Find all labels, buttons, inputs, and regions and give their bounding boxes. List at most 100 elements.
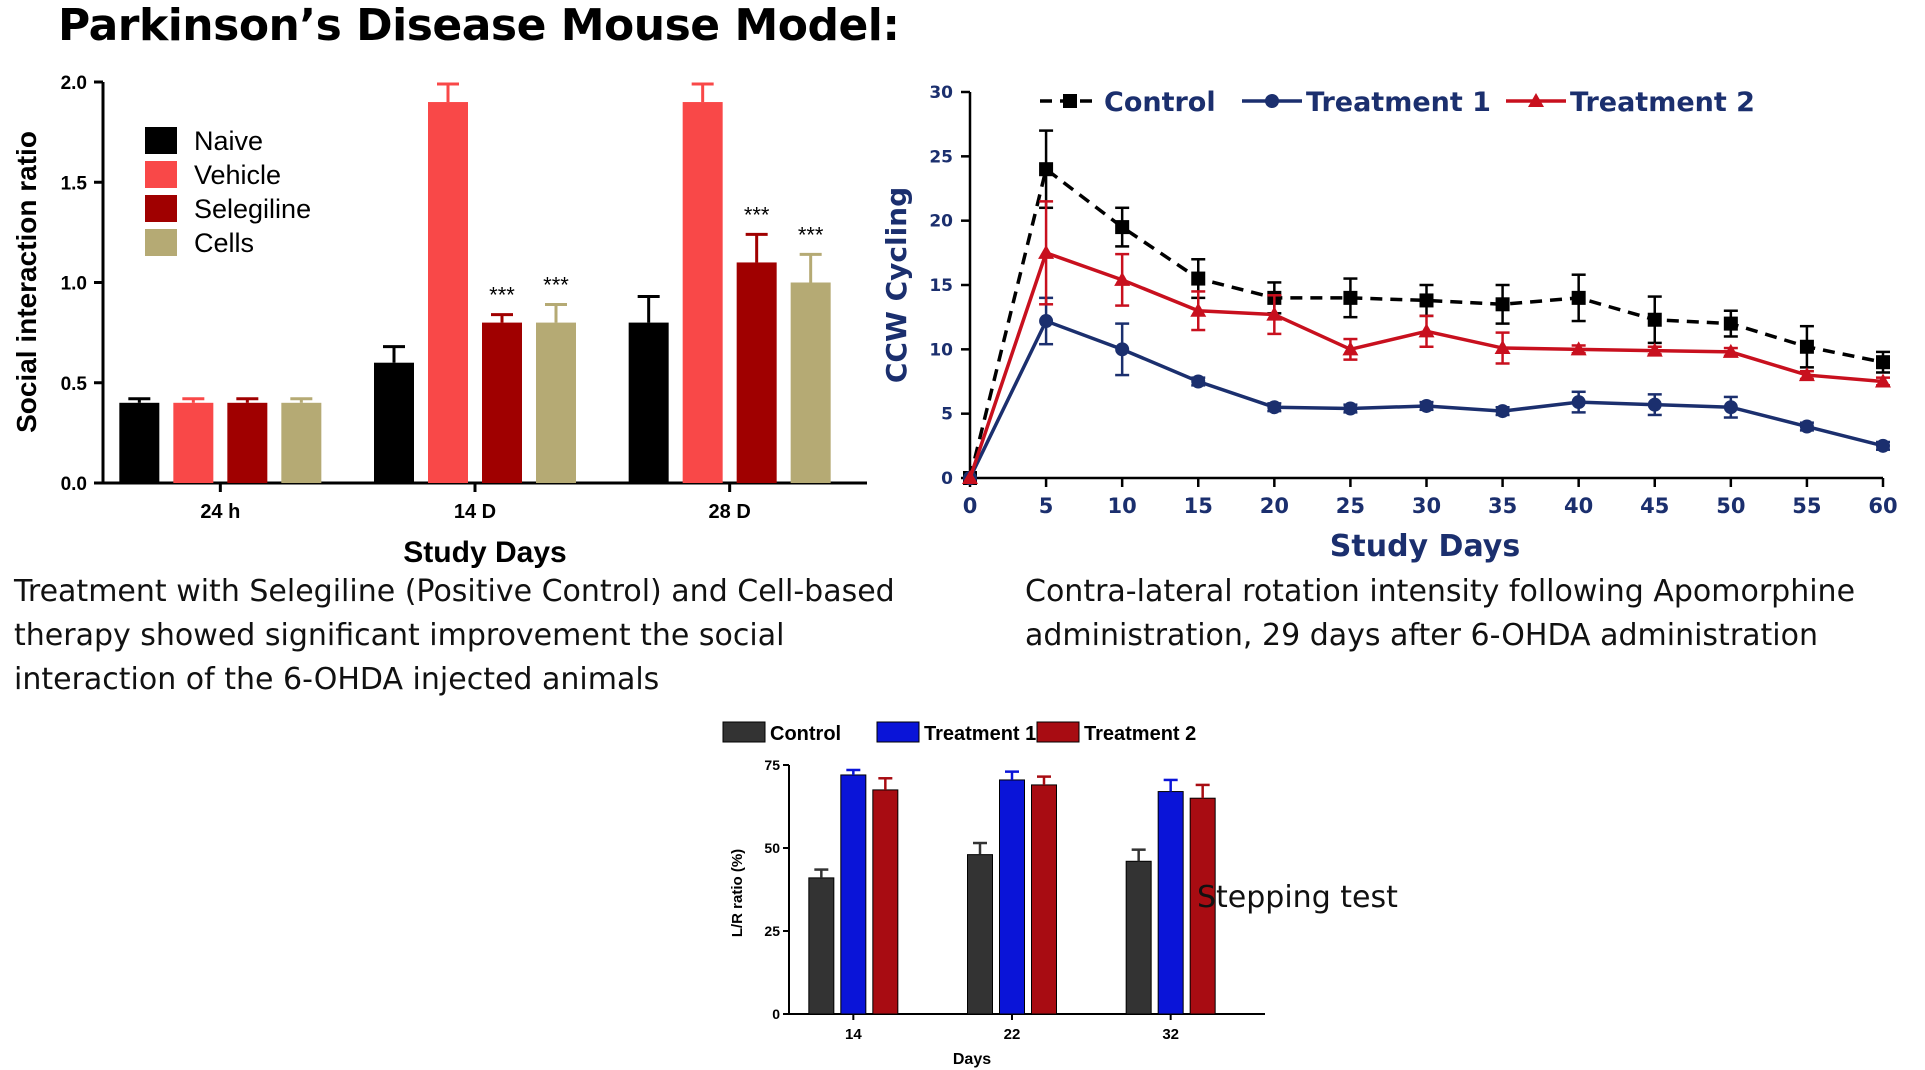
bar-control-22 — [967, 854, 993, 1015]
social-interaction-chart: 0.0 0.5 1.0 1.5 2.0 24 h 14 D *** *** 28 D *** *** N… — [11, 73, 867, 569]
legend-label-control: Control — [1104, 87, 1216, 118]
legend-marker-treatment-1 — [1265, 94, 1279, 108]
bar-treatment-2-32 — [1189, 797, 1216, 1015]
point-treatment-1-25 — [1343, 401, 1358, 416]
point-treatment-2-10 — [1114, 271, 1131, 286]
legend-label-treatment-2: Treatment 2 — [1570, 87, 1755, 118]
legend-label-naive: Naive — [194, 126, 263, 156]
legend-swatch-vehicle — [145, 161, 177, 188]
bar-treatment-1-14 — [840, 774, 867, 1015]
y-tick-label: 1.5 — [61, 173, 88, 194]
page-title: Parkinson’s Disease Mouse Model: — [58, 0, 900, 51]
point-control-10 — [1115, 220, 1130, 235]
y-axis-title: L/R ratio (%) — [729, 849, 746, 937]
y-tick-label: 5 — [941, 405, 953, 425]
point-control-40 — [1571, 290, 1586, 305]
legend-label-treatment-2: Treatment 2 — [1084, 723, 1196, 745]
point-treatment-1-60 — [1876, 438, 1890, 453]
point-treatment-1-40 — [1571, 395, 1586, 410]
bar-control-14 — [808, 877, 835, 1015]
x-tick-label: 20 — [1260, 494, 1289, 518]
point-treatment-2-30 — [1418, 323, 1435, 338]
bar-vehicle-24-h — [173, 402, 214, 483]
bar-selegiline-24-h — [227, 402, 268, 483]
legend-label-treatment-1: Treatment 1 — [924, 723, 1036, 745]
significance-label: *** — [798, 222, 824, 247]
point-control-50 — [1723, 316, 1738, 331]
point-treatment-1-15 — [1191, 374, 1206, 389]
x-tick-label: 28 D — [709, 501, 751, 523]
legend-swatch-treatment-1 — [876, 721, 920, 743]
legend-swatch-control — [722, 721, 766, 743]
bar-cells-24-h — [281, 402, 322, 483]
point-treatment-2-25 — [1342, 341, 1359, 356]
point-treatment-2-40 — [1570, 341, 1587, 356]
significance-label: *** — [744, 202, 770, 227]
point-treatment-2-15 — [1190, 302, 1207, 317]
y-tick-label: 25 — [764, 923, 780, 939]
x-tick-label: 25 — [1336, 494, 1365, 518]
x-tick-label: 32 — [1162, 1026, 1179, 1043]
y-tick-label: 0 — [772, 1006, 780, 1022]
bar-selegiline-28-d — [736, 262, 777, 483]
legend-swatch-naive — [145, 127, 177, 154]
y-tick-label: 10 — [929, 340, 953, 360]
bar-selegiline-14-d — [482, 322, 522, 483]
point-treatment-1-45 — [1647, 397, 1662, 412]
point-treatment-2-0 — [962, 470, 978, 484]
significance-label: *** — [489, 283, 515, 308]
x-tick-label: 50 — [1716, 494, 1745, 518]
x-tick-label: 5 — [1039, 494, 1054, 518]
y-tick-label: 75 — [764, 757, 780, 773]
point-control-35 — [1495, 297, 1510, 312]
legend-marker-control — [1063, 94, 1077, 108]
rotation-caption: Contra-lateral rotation intensity follow… — [1025, 574, 1856, 653]
x-tick-label: 24 h — [200, 501, 240, 523]
bar-treatment-2-22 — [1031, 784, 1057, 1015]
legend-swatch-treatment-2 — [1036, 721, 1080, 743]
point-treatment-1-55 — [1799, 419, 1814, 434]
y-tick-label: 0.5 — [61, 374, 88, 395]
x-tick-label: 45 — [1640, 494, 1669, 518]
stepping-test-caption: Stepping test — [1197, 880, 1398, 915]
bar-treatment-2-14 — [872, 789, 899, 1015]
legend-swatch-selegiline — [145, 195, 177, 222]
point-treatment-2-55 — [1798, 367, 1815, 382]
y-tick-label: 1.0 — [61, 274, 87, 295]
bar-control-32 — [1125, 860, 1152, 1015]
bar-naive-24-h — [119, 402, 160, 483]
point-control-55 — [1799, 339, 1814, 354]
ccw-cycling-chart: 0 5 10 15 20 25 30 0 5 10 15 20 25 30 35 40 45 50 55 60 Cont… — [880, 83, 1898, 564]
bar-vehicle-14-d — [428, 102, 468, 484]
bar-naive-28-d — [628, 322, 669, 483]
point-treatment-1-30 — [1419, 398, 1434, 413]
y-tick-label: 0.0 — [61, 474, 87, 495]
point-control-25 — [1343, 290, 1358, 305]
point-control-5 — [1039, 162, 1054, 177]
bar-vehicle-28-d — [682, 102, 723, 484]
y-tick-label: 2.0 — [61, 73, 87, 94]
y-tick-label: 20 — [929, 212, 953, 232]
y-tick-label: 50 — [764, 840, 780, 856]
significance-label: *** — [543, 273, 569, 298]
point-treatment-2-5 — [1038, 244, 1055, 259]
x-tick-label: 35 — [1488, 494, 1517, 518]
legend-label-control: Control — [770, 723, 841, 745]
point-treatment-1-20 — [1267, 400, 1282, 415]
point-treatment-2-20 — [1266, 306, 1283, 321]
bar-cells-28-d — [790, 282, 831, 483]
legend-swatch-cells — [145, 229, 177, 256]
x-tick-label: 14 — [845, 1026, 862, 1043]
bar-treatment-1-32 — [1157, 791, 1184, 1015]
point-treatment-1-35 — [1495, 404, 1510, 419]
x-tick-label: 15 — [1184, 494, 1213, 518]
legend-label-selegiline: Selegiline — [194, 194, 311, 224]
x-axis-title: Study Days — [403, 536, 566, 569]
x-tick-label: 10 — [1108, 494, 1137, 518]
point-treatment-2-60 — [1875, 373, 1891, 388]
point-treatment-1-5 — [1039, 314, 1054, 329]
y-tick-label: 25 — [929, 147, 953, 167]
point-treatment-2-45 — [1646, 342, 1663, 357]
point-treatment-2-35 — [1494, 340, 1511, 355]
point-treatment-1-50 — [1723, 400, 1738, 415]
